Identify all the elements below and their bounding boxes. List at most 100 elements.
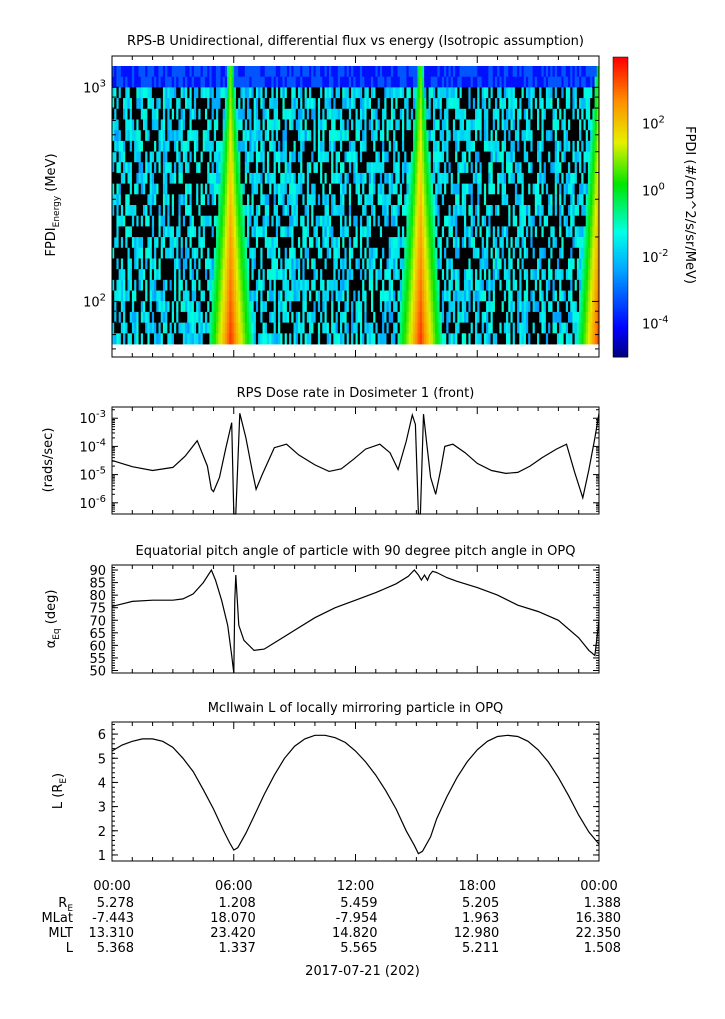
heatmap-cell bbox=[333, 140, 336, 152]
heatmap-cell bbox=[229, 140, 232, 152]
heatmap-cell bbox=[461, 130, 465, 142]
heatmap-cell bbox=[326, 98, 330, 110]
heatmap-cell bbox=[404, 237, 407, 249]
heatmap-cell bbox=[342, 108, 345, 120]
heatmap-cell bbox=[253, 172, 257, 185]
heatmap-cell bbox=[490, 87, 494, 99]
heatmap-cell bbox=[187, 151, 190, 163]
heatmap-cell bbox=[362, 333, 365, 345]
heatmap-cell bbox=[446, 151, 449, 163]
heatmap-cell bbox=[494, 269, 498, 281]
heatmap-cell bbox=[211, 172, 215, 185]
heatmap-cell bbox=[430, 98, 434, 110]
heatmap-cell bbox=[216, 247, 219, 259]
heatmap-cell bbox=[415, 290, 418, 302]
heatmap-cell bbox=[441, 333, 445, 345]
heatmap-cell bbox=[508, 258, 511, 270]
heatmap-cell bbox=[244, 205, 248, 217]
heatmap-cell bbox=[490, 172, 494, 185]
heatmap-cell bbox=[255, 119, 259, 131]
heatmap-cell bbox=[167, 183, 170, 195]
heatmap-cell bbox=[262, 269, 266, 281]
heatmap-cell bbox=[187, 247, 190, 259]
heatmap-cell bbox=[510, 215, 514, 227]
heatmap-cell bbox=[173, 162, 177, 174]
heatmap-cell bbox=[364, 215, 367, 227]
heatmap-cell bbox=[382, 301, 385, 313]
heatmap-cell bbox=[488, 311, 491, 324]
heatmap-cell bbox=[149, 140, 153, 152]
heatmap-cell bbox=[207, 215, 210, 227]
heatmap-cell bbox=[401, 333, 405, 345]
heatmap-cell bbox=[397, 98, 401, 110]
heatmap-cell bbox=[386, 205, 390, 217]
heatmap-cell bbox=[424, 205, 427, 217]
heatmap-cell bbox=[202, 226, 206, 238]
heatmap-cell bbox=[275, 66, 279, 78]
heatmap-cell bbox=[160, 66, 164, 78]
heatmap-cell bbox=[220, 151, 224, 163]
heatmap-cell bbox=[452, 226, 456, 238]
heatmap-cell bbox=[508, 237, 511, 249]
heatmap-cell bbox=[428, 301, 432, 313]
heatmap-cell bbox=[439, 98, 443, 110]
heatmap-cell bbox=[424, 172, 427, 185]
heatmap-cell bbox=[198, 269, 201, 281]
heatmap-cell bbox=[322, 172, 325, 185]
heatmap-cell bbox=[421, 205, 425, 217]
heatmap-cell bbox=[249, 76, 252, 88]
heatmap-cell bbox=[393, 87, 396, 99]
heatmap-cell bbox=[521, 87, 525, 99]
heatmap-cell bbox=[362, 108, 365, 120]
heatmap-cell bbox=[156, 279, 159, 291]
heatmap-cell bbox=[419, 172, 423, 185]
heatmap-cell bbox=[162, 215, 166, 227]
heatmap-cell bbox=[430, 183, 434, 195]
heatmap-cell bbox=[428, 237, 432, 249]
heatmap-cell bbox=[273, 130, 277, 142]
heatmap-cell bbox=[382, 333, 385, 345]
heatmap-cell bbox=[322, 290, 325, 302]
heatmap-cell bbox=[468, 183, 472, 195]
heatmap-cell bbox=[426, 205, 429, 217]
heatmap-cell bbox=[302, 322, 305, 334]
heatmap-cell bbox=[441, 215, 445, 227]
heatmap-cell bbox=[229, 226, 232, 238]
heatmap-cell bbox=[180, 140, 184, 152]
heatmap-cell bbox=[424, 269, 427, 281]
heatmap-cell bbox=[359, 172, 363, 185]
heatmap-cell bbox=[421, 162, 425, 174]
heatmap-cell bbox=[140, 279, 144, 291]
heatmap-cell bbox=[251, 311, 255, 324]
heatmap-cell bbox=[488, 290, 491, 302]
heatmap-cell bbox=[322, 98, 325, 110]
heatmap-cell bbox=[537, 98, 540, 110]
heatmap-cell bbox=[189, 66, 193, 78]
heatmap-cell bbox=[151, 98, 155, 110]
heatmap-cell bbox=[499, 172, 502, 185]
heatmap-cell bbox=[185, 119, 188, 131]
heatmap-cell bbox=[470, 76, 474, 88]
heatmap-cell bbox=[519, 194, 522, 206]
heatmap-cell bbox=[492, 205, 496, 217]
heatmap-cell bbox=[209, 76, 213, 88]
heatmap-cell bbox=[260, 290, 263, 302]
heatmap-cell bbox=[213, 237, 217, 249]
heatmap-cell bbox=[114, 183, 117, 195]
heatmap-cell bbox=[333, 119, 336, 131]
heatmap-cell bbox=[525, 226, 529, 238]
heatmap-cell bbox=[185, 76, 188, 88]
heatmap-cell bbox=[450, 215, 454, 227]
heatmap-cell bbox=[112, 98, 115, 110]
heatmap-cell bbox=[424, 130, 427, 142]
heatmap-cell bbox=[492, 87, 496, 99]
heatmap-cell bbox=[355, 194, 359, 206]
heatmap-cell bbox=[444, 258, 447, 270]
heatmap-cell bbox=[395, 311, 398, 324]
heatmap-cell bbox=[395, 151, 398, 163]
heatmap-cell bbox=[264, 108, 268, 120]
heatmap-cell bbox=[315, 183, 319, 195]
heatmap-cell bbox=[249, 333, 252, 345]
heatmap-cell bbox=[242, 258, 246, 270]
heatmap-cell bbox=[127, 215, 131, 227]
